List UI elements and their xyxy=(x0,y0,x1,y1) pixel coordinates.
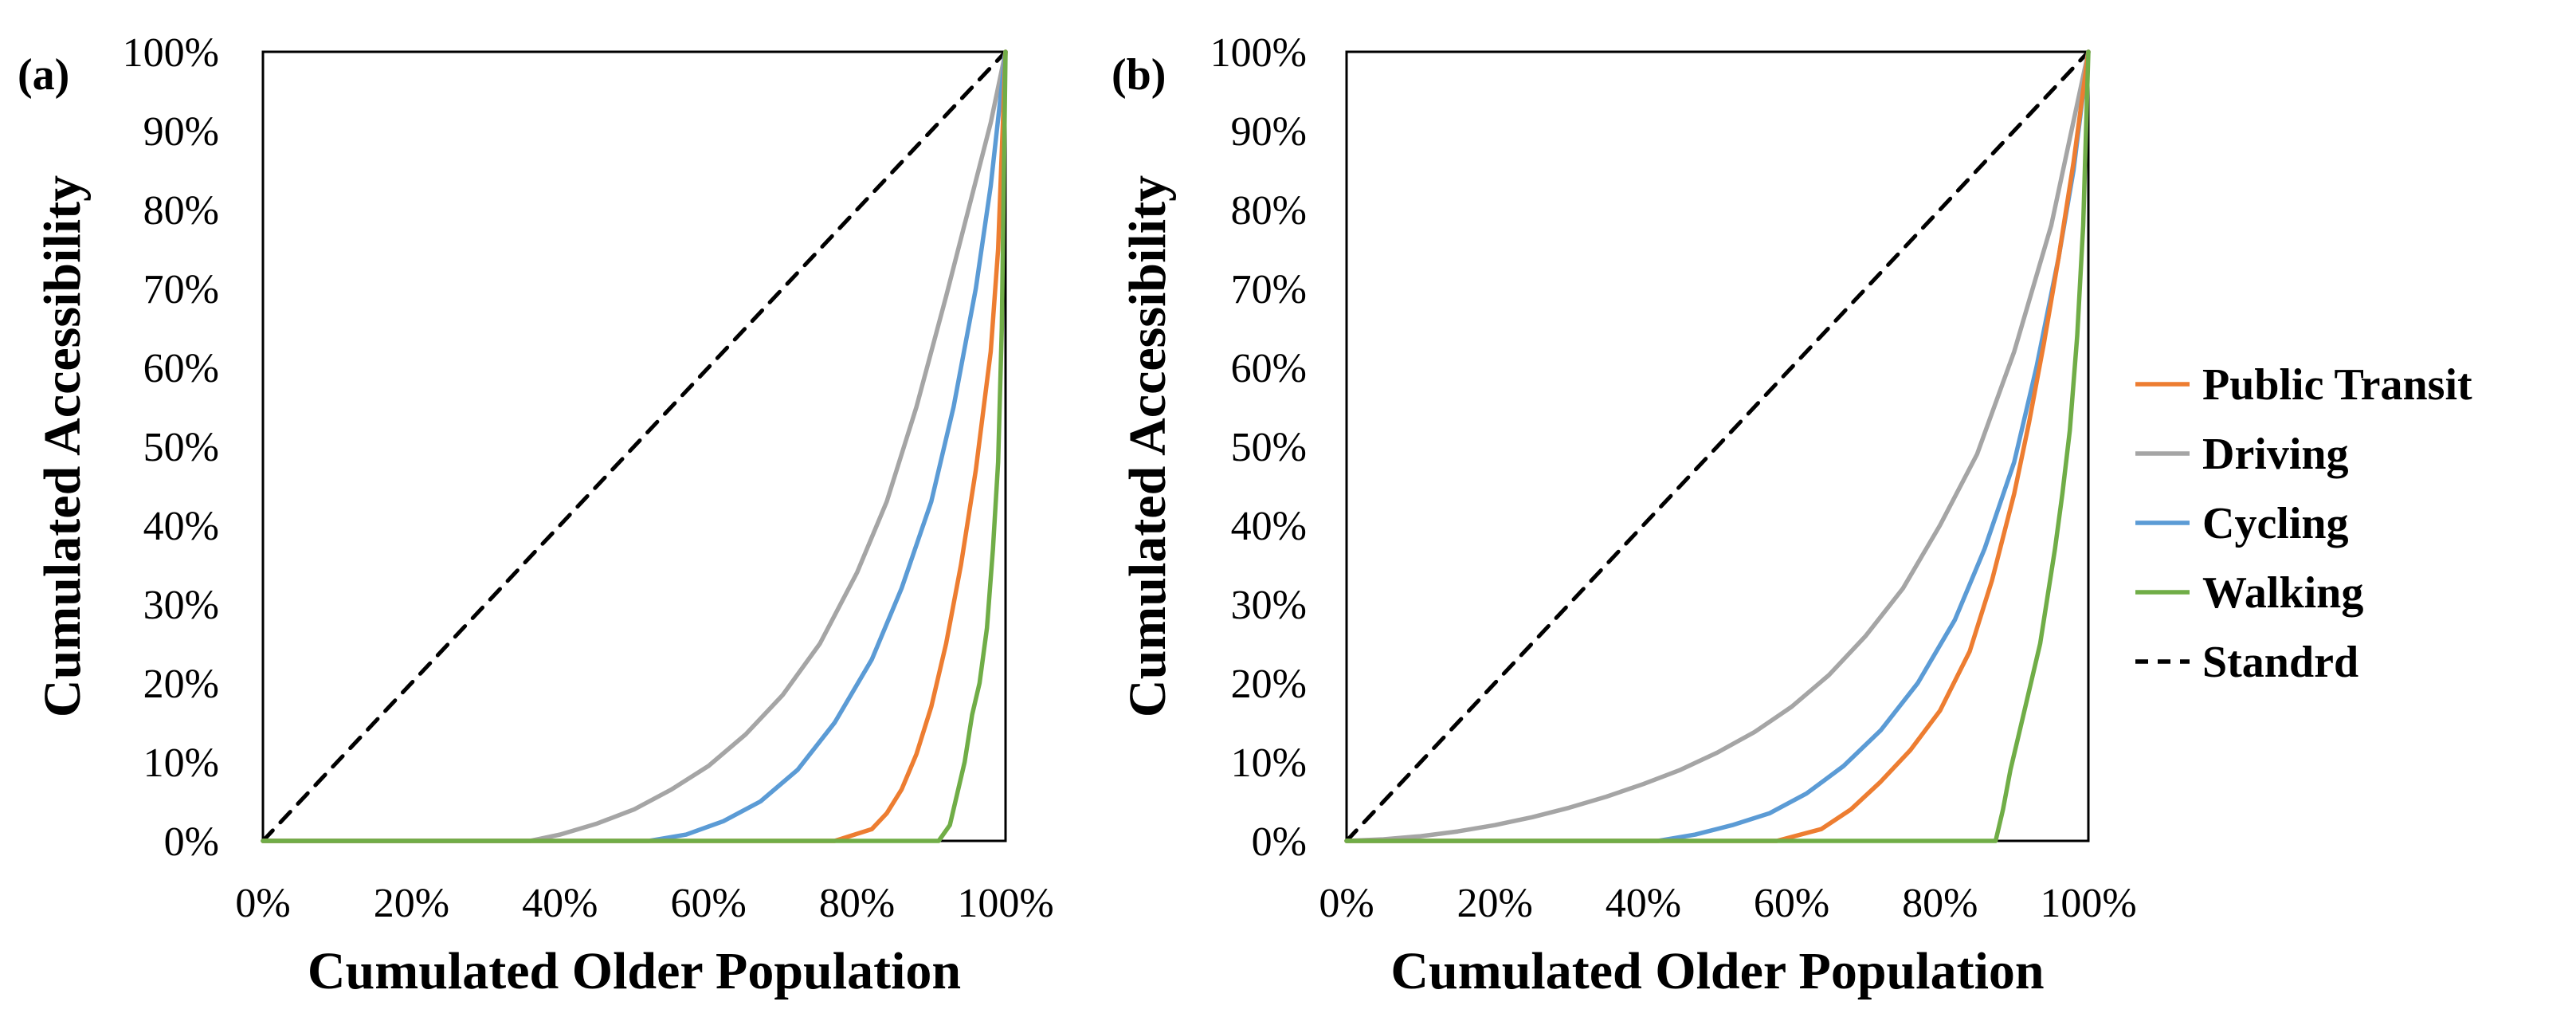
panel-b-y-tick-label: 90% xyxy=(1231,109,1307,155)
panel-a-x-tick-label: 0% xyxy=(235,881,290,926)
panel-b-y-axis-title: Cumulated Accessibility xyxy=(1119,175,1177,717)
panel-a-x-axis-title: Cumulated Older Population xyxy=(308,942,961,1000)
panel-a-x-tick-label: 40% xyxy=(522,881,598,926)
panel-b-x-axis-title: Cumulated Older Population xyxy=(1390,942,2044,1000)
legend-label-cycling: Cycling xyxy=(2202,499,2349,548)
panel-a-y-tick-label: 70% xyxy=(143,267,219,312)
panel-b-y-tick-label: 100% xyxy=(1210,30,1307,76)
panel-b: 0% 10% 20% 30% 40% 50% 60% 70% 80% 90% 100% 0% 20% 40… xyxy=(1112,30,2137,1000)
panel-b-x-tick-label: 100% xyxy=(2040,881,2136,926)
panel-a-y-axis-title: Cumulated Accessibility xyxy=(33,175,92,717)
panel-b-y-tick-label: 40% xyxy=(1231,504,1307,549)
panel-b-x-tick-label: 40% xyxy=(1606,881,1681,926)
panel-a: 0% 10% 20% 30% 40% 50% 60% 70% 80% 90% 100% 0% 20% 40… xyxy=(18,30,1054,1000)
panel-a-series-walking xyxy=(261,49,1008,843)
panel-a-x-tick-label: 20% xyxy=(374,881,449,926)
panel-a-y-tick-label: 20% xyxy=(143,662,219,707)
panel-a-y-tick-label: 50% xyxy=(143,425,219,470)
legend: Public Transit Driving Cycling Walking Stand… xyxy=(2135,360,2472,687)
legend-label-driving: Driving xyxy=(2202,430,2349,479)
panel-a-x-tick-label: 80% xyxy=(819,881,895,926)
panel-a-y-tick-label: 40% xyxy=(143,504,219,549)
panel-b-y-tick-label: 0% xyxy=(1252,819,1307,865)
panel-b-series-public-transit xyxy=(1344,49,2091,843)
panel-b-y-tick-label: 80% xyxy=(1231,188,1307,234)
legend-label-standrd: Standrd xyxy=(2202,638,2358,687)
panel-b-y-tick-label: 30% xyxy=(1231,583,1307,628)
panel-b-x-tick-label: 80% xyxy=(1902,881,1978,926)
panel-a-y-tick-label: 30% xyxy=(143,583,219,628)
panel-b-y-tick-label: 60% xyxy=(1231,346,1307,391)
panel-b-series-driving xyxy=(1344,49,2091,843)
panel-b-x-tick-label: 60% xyxy=(1754,881,1829,926)
panel-b-x-tick-label: 0% xyxy=(1319,881,1374,926)
panel-b-y-tick-label: 70% xyxy=(1231,267,1307,312)
legend-label-walking: Walking xyxy=(2202,568,2363,618)
panel-b-series-walking xyxy=(1344,49,2091,843)
panel-a-y-tick-label: 90% xyxy=(143,109,219,155)
panel-b-y-tick-label: 10% xyxy=(1231,740,1307,786)
panel-b-y-tick-label: 50% xyxy=(1231,425,1307,470)
panel-a-y-tick-label: 0% xyxy=(164,819,219,865)
panel-a-series-driving xyxy=(261,49,1008,843)
panel-a-y-tick-label: 100% xyxy=(123,30,219,76)
panel-b-y-tick-label: 20% xyxy=(1231,662,1307,707)
panel-a-x-tick-label: 60% xyxy=(671,881,747,926)
legend-label-public-transit: Public Transit xyxy=(2202,360,2472,410)
panel-b-series-standrd xyxy=(1344,49,2091,843)
panel-a-y-tick-label: 10% xyxy=(143,740,219,786)
panel-a-series-standrd xyxy=(261,49,1008,843)
panel-a-label: (a) xyxy=(18,50,69,100)
panel-b-label: (b) xyxy=(1112,50,1166,100)
panel-b-x-tick-label: 20% xyxy=(1457,881,1533,926)
panel-a-y-tick-label: 80% xyxy=(143,188,219,234)
panel-a-y-tick-label: 60% xyxy=(143,346,219,391)
panel-a-series-public-transit xyxy=(261,49,1008,843)
panel-a-series-cycling xyxy=(261,49,1008,843)
panel-a-x-tick-label: 100% xyxy=(957,881,1053,926)
